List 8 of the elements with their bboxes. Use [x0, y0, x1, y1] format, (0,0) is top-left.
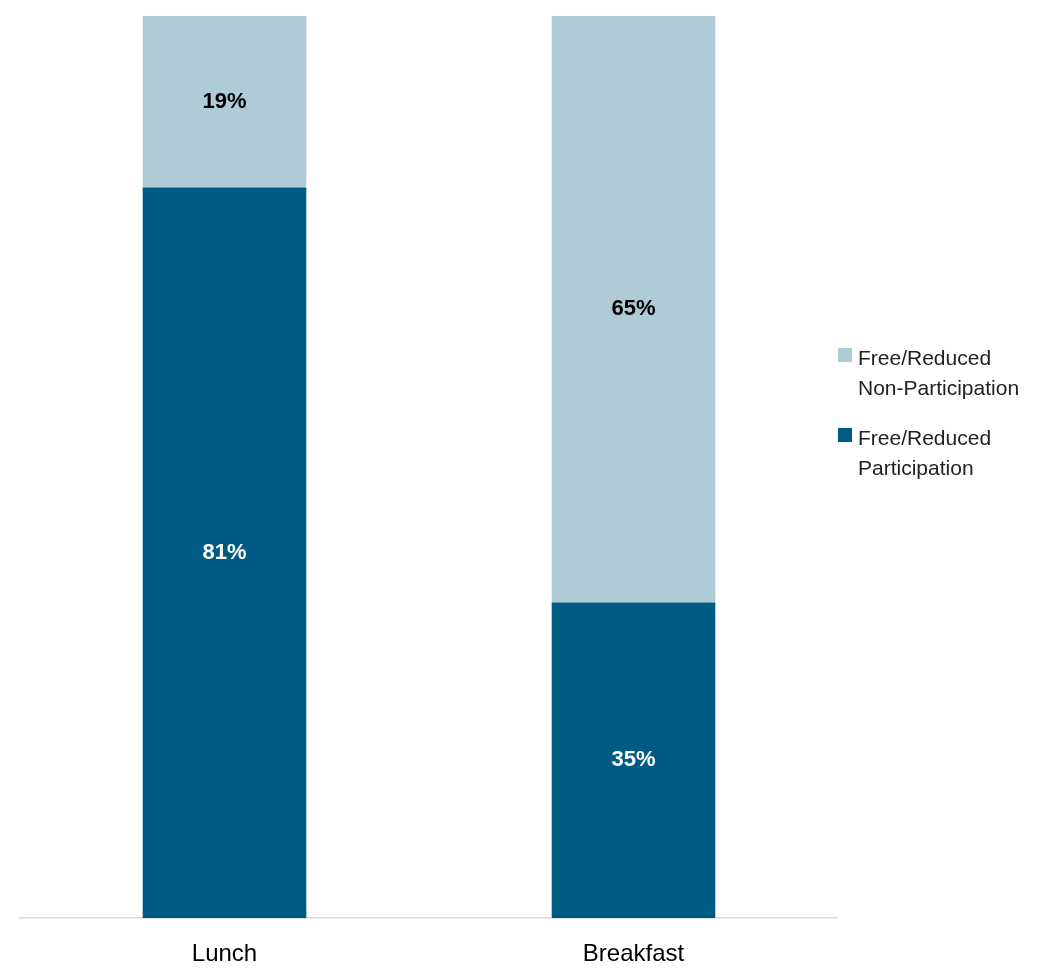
- legend-label: Free/Reduced Non-Participation: [858, 345, 1021, 401]
- legend-label: Free/Reduced Participation: [858, 425, 993, 481]
- x-tick-label: Lunch: [191, 939, 258, 967]
- data-label: 81%: [202, 538, 247, 564]
- data-label: 35%: [611, 746, 656, 772]
- data-label: 65%: [611, 295, 656, 321]
- x-tick-label: Breakfast: [582, 939, 685, 967]
- data-label: 19%: [202, 87, 247, 113]
